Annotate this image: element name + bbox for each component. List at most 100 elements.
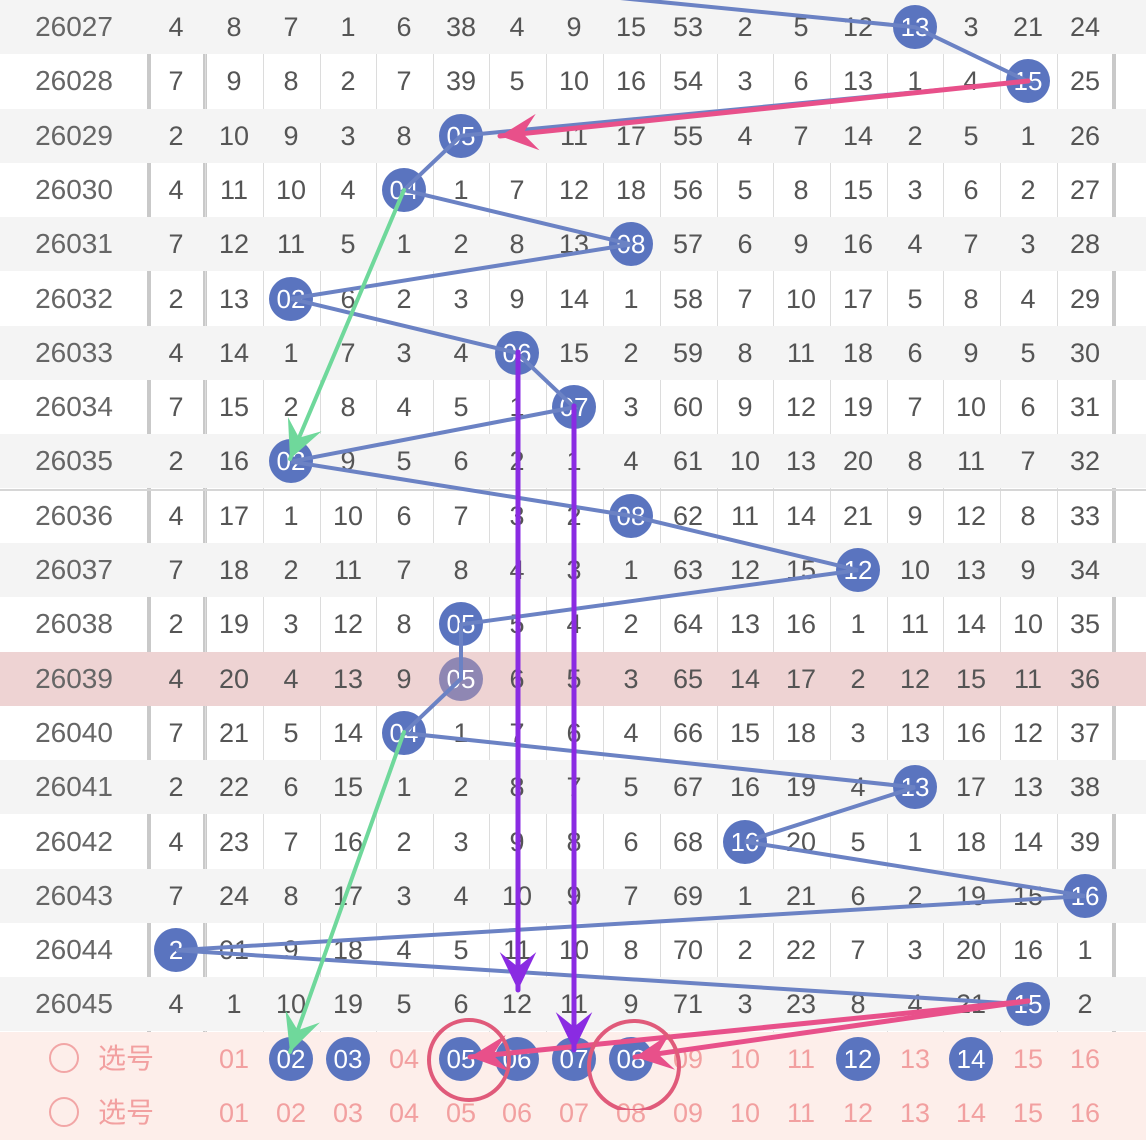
table-cell: 14 [218,338,250,368]
table-cell: 18 [842,338,874,368]
table-cell: 11 [730,501,760,531]
table-cell: 13 [218,284,250,314]
table-cell: 8 [283,881,299,911]
table-cell: 4 [168,827,184,857]
table-cell: 8 [453,555,469,585]
table-cell: 12 [1012,718,1044,748]
table-cell: 17 [955,772,987,802]
table-cell: 36 [1069,664,1101,694]
radio-button[interactable] [49,1043,79,1073]
table-cell: 1 [396,229,412,259]
table-row: 26044019184511108702227320161 [0,923,1146,977]
green-arrow-head [285,1010,320,1052]
table-cell: 23 [218,827,250,857]
table-cell: 3 [283,609,299,639]
table-cell: 6 [396,12,412,42]
select-label: 选号 [98,1043,155,1074]
table-cell: 5 [963,121,979,151]
select-number[interactable]: 10 [729,1044,761,1074]
table-cell: 70 [672,935,704,965]
table-cell: 6 [396,501,412,531]
table-cell: 3 [396,338,412,368]
table-cell: 1 [396,772,412,802]
table-cell: 12 [501,989,533,1019]
issue-number: 26045 [35,988,113,1019]
table-cell: 18 [218,555,250,585]
table-cell: 5 [396,989,412,1019]
table-cell: 3 [623,392,639,422]
table-cell: 19 [218,609,250,639]
table-cell: 7 [907,392,923,422]
select-number[interactable]: 01 [218,1044,250,1074]
table-cell: 5 [340,229,356,259]
select-number[interactable]: 15 [1012,1044,1044,1074]
table-cell: 57 [672,229,704,259]
table-cell: 7 [168,66,184,96]
table-cell: 8 [963,284,979,314]
table-cell: 13 [785,446,817,476]
table-cell: 6 [283,772,299,802]
issue-number: 26027 [35,11,113,42]
issue-number: 26043 [35,880,113,911]
select-number[interactable]: 04 [388,1044,420,1074]
table-cell: 18 [615,175,647,205]
table-cell: 16 [218,446,250,476]
table-cell: 4 [623,718,639,748]
table-cell: 54 [672,66,704,96]
table-cell: 8 [226,12,242,42]
table-cell: 22 [785,935,817,965]
table-cell: 1 [623,284,639,314]
select-number[interactable]: 16 [1069,1044,1101,1074]
table-cell: 2 [850,664,866,694]
table-cell: 2 [737,12,753,42]
table-cell: 3 [850,718,866,748]
table-cell: 9 [226,66,242,96]
table-cell: 19 [842,392,874,422]
table-cell: 20 [842,446,874,476]
selected-number-ball[interactable]: 03 [326,1037,370,1081]
table-cell: 66 [672,718,704,748]
table-cell: 15 [332,772,364,802]
issue-number: 26033 [35,337,113,368]
table-row: 26030 4 11 10 4 1 7 12 18 56 5 8 15 3 6 2 27 [0,163,1146,217]
selected-number-ball[interactable]: 14 [949,1037,993,1081]
table-cell: 9 [963,338,979,368]
table-cell: 10 [275,175,307,205]
pick-circle [587,1019,681,1110]
table-cell: 2 [168,446,184,476]
select-number[interactable]: 13 [899,1044,931,1074]
issue-number: 26042 [35,826,113,857]
table-cell: 15 [729,718,761,748]
select-number[interactable]: 11 [786,1044,816,1074]
table-cell: 7 [963,229,979,259]
table-cell: 3 [1020,229,1036,259]
table-cell: 8 [793,175,809,205]
table-cell: 69 [672,881,704,911]
table-cell: 10 [218,121,250,151]
table-cell: 21 [842,501,874,531]
table-cell: 2 [907,121,923,151]
table-cell: 2 [453,772,469,802]
table-cell: 12 [218,229,250,259]
table-cell: 3 [907,935,923,965]
table-cell: 65 [672,664,704,694]
green-arrow [288,188,406,461]
table-cell: 4 [396,935,412,965]
table-cell: 19 [955,881,987,911]
table-cell: 8 [509,229,525,259]
table-cell: 4 [168,338,184,368]
table-cell: 1 [907,66,923,96]
table-cell: 6 [850,881,866,911]
table-row: 26032 2 13 6 2 3 9 14 1 58 7 10 17 5 8 4 29 [0,272,1146,326]
table-cell: 38 [445,12,477,42]
table-cell: 5 [283,718,299,748]
table-cell: 1 [453,175,469,205]
table-cell: 68 [672,827,704,857]
selected-number-ball[interactable]: 12 [836,1037,880,1081]
table-cell: 12 [558,175,590,205]
table-cell: 5 [396,446,412,476]
pink-arrow [467,998,1031,1060]
issue-number: 26039 [35,663,113,694]
table-cell: 13 [1012,772,1044,802]
table-cell: 16 [785,609,817,639]
